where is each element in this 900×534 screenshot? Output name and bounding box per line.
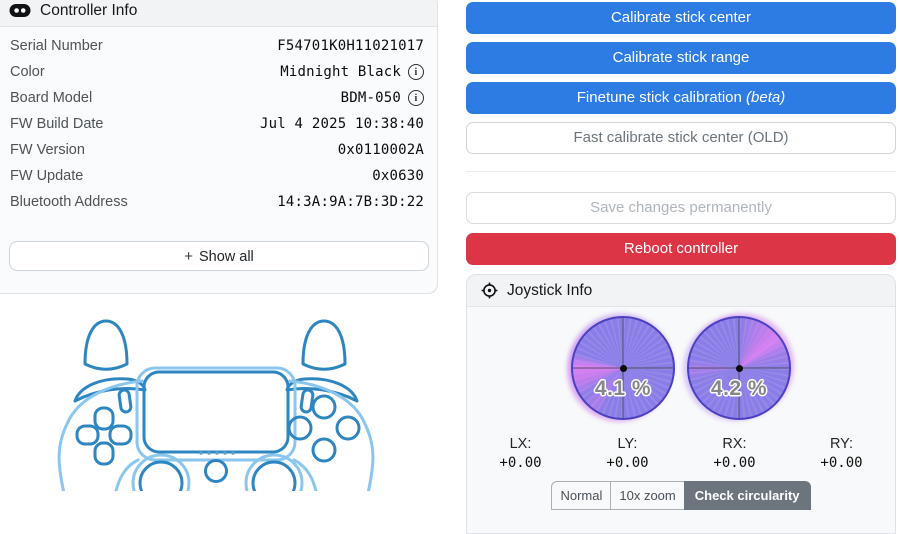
info-value: BDM-050 i <box>341 90 424 106</box>
info-row-fw-version: FW Version 0x0110002A <box>10 137 424 163</box>
info-label: FW Update <box>10 168 84 184</box>
axis-lx: LX: +0.00 <box>467 436 574 471</box>
tab-10x-zoom[interactable]: 10x zoom <box>610 481 685 510</box>
joystick-info-header: Joystick Info <box>467 275 895 307</box>
axis-rx: RX: +0.00 <box>681 436 788 471</box>
show-all-button[interactable]: + Show all <box>9 241 429 271</box>
axis-label: LX: <box>509 436 532 452</box>
left-stick-range-circle <box>571 316 675 420</box>
info-value: 0x0110002A <box>337 142 424 158</box>
info-value: Midnight Black i <box>280 64 424 80</box>
joystick-info-card: Joystick Info 4.1 % 4.2 % <box>466 274 896 534</box>
controller-info-header: Controller Info <box>0 0 437 27</box>
controller-illustration <box>57 319 375 491</box>
info-value: 0x0630 <box>372 168 424 184</box>
right-stick-deviation: 4.2 % <box>710 377 768 400</box>
stick-position-dot <box>619 364 627 372</box>
info-value: Jul 4 2025 10:38:40 <box>260 116 424 132</box>
stick-position-dot <box>735 364 743 372</box>
info-label: FW Version <box>10 142 85 158</box>
tab-normal[interactable]: Normal <box>551 481 612 510</box>
info-row-color: Color Midnight Black i <box>10 59 424 85</box>
axis-label: RY: <box>829 436 854 452</box>
info-value: F54701K0H11021017 <box>277 38 424 54</box>
fast-calibrate-button[interactable]: Fast calibrate stick center (OLD) <box>466 122 896 154</box>
left-stick-deviation: 4.1 % <box>594 377 652 400</box>
axis-value: +0.00 <box>606 455 649 471</box>
divider <box>466 171 896 172</box>
info-row-board-model: Board Model BDM-050 i <box>10 85 424 111</box>
finetune-label: Finetune stick calibration <box>576 89 742 106</box>
info-label: Serial Number <box>10 38 103 54</box>
gamepad-icon <box>9 4 31 17</box>
info-label: Board Model <box>10 90 93 106</box>
finetune-calibration-button[interactable]: Finetune stick calibration (beta) <box>466 82 896 114</box>
crosshair-icon <box>481 282 498 299</box>
axis-label: RX: <box>722 436 747 452</box>
calibrate-stick-range-button[interactable]: Calibrate stick range <box>466 42 896 74</box>
info-icon[interactable]: i <box>408 64 424 80</box>
right-stick-plot: 4.2 % <box>687 316 791 420</box>
info-row-serial: Serial Number F54701K0H11021017 <box>10 33 424 59</box>
plus-icon: + <box>184 247 193 265</box>
joystick-info-title: Joystick Info <box>507 282 593 299</box>
left-stick-plot: 4.1 % <box>571 316 675 420</box>
right-stick-range-circle <box>687 316 791 420</box>
info-label: Bluetooth Address <box>10 194 128 210</box>
info-row-fw-build-date: FW Build Date Jul 4 2025 10:38:40 <box>10 111 424 137</box>
info-value: 14:3A:9A:7B:3D:22 <box>277 194 424 210</box>
stick-view-tabs: Normal 10x zoom Check circularity <box>467 481 895 510</box>
axis-label: LY: <box>617 436 638 452</box>
controller-info-rows: Serial Number F54701K0H11021017 Color Mi… <box>0 27 437 215</box>
controller-info-card: Controller Info Serial Number F54701K0H1… <box>0 0 438 294</box>
stick-visualizations: 4.1 % 4.2 % <box>467 307 895 420</box>
save-changes-button[interactable]: Save changes permanently <box>466 192 896 224</box>
axis-value: +0.00 <box>713 455 756 471</box>
axis-value: +0.00 <box>820 455 863 471</box>
reboot-controller-button[interactable]: Reboot controller <box>466 233 896 265</box>
axis-value: +0.00 <box>499 455 542 471</box>
tab-check-circularity[interactable]: Check circularity <box>683 481 811 510</box>
actions-column: Calibrate stick center Calibrate stick r… <box>466 0 896 534</box>
info-label: FW Build Date <box>10 116 104 132</box>
controller-info-title: Controller Info <box>40 2 138 19</box>
axis-readouts: LX: +0.00 LY: +0.00 RX: +0.00 RY: +0.00 <box>467 436 895 471</box>
info-icon[interactable]: i <box>408 90 424 106</box>
beta-badge: (beta) <box>746 89 786 106</box>
axis-ry: RY: +0.00 <box>788 436 895 471</box>
calibrate-stick-center-button[interactable]: Calibrate stick center <box>466 2 896 34</box>
axis-ly: LY: +0.00 <box>574 436 681 471</box>
info-label: Color <box>10 64 45 80</box>
info-row-bluetooth-address: Bluetooth Address 14:3A:9A:7B:3D:22 <box>10 189 424 215</box>
info-row-fw-update: FW Update 0x0630 <box>10 163 424 189</box>
